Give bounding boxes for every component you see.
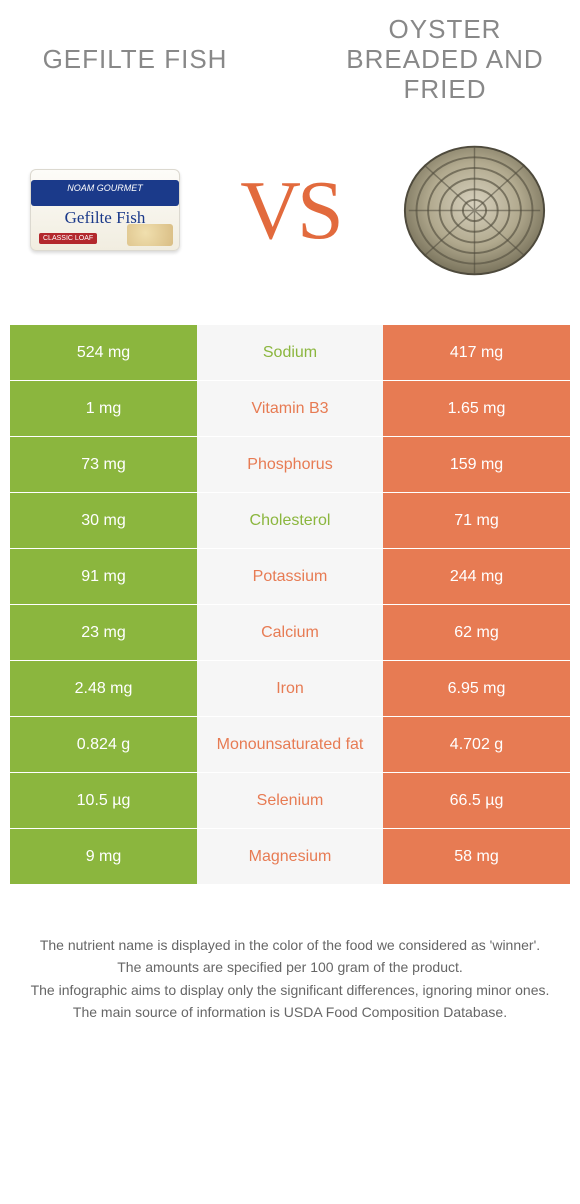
left-value: 30 mg	[10, 493, 197, 548]
nutrient-row: 0.824 gMonounsaturated fat4.702 g	[10, 717, 570, 773]
footnotes: The nutrient name is displayed in the co…	[25, 935, 555, 1022]
infographic: Gefilte fish Oyster breaded and fried NO…	[0, 0, 580, 1022]
left-value: 73 mg	[10, 437, 197, 492]
right-value: 6.95 mg	[383, 661, 570, 716]
right-value: 66.5 µg	[383, 773, 570, 828]
left-value: 91 mg	[10, 549, 197, 604]
left-value: 1 mg	[10, 381, 197, 436]
right-value: 4.702 g	[383, 717, 570, 772]
nutrient-name: Monounsaturated fat	[197, 717, 383, 772]
titles-row: Gefilte fish Oyster breaded and fried	[10, 0, 570, 120]
nutrient-row: 30 mgCholesterol71 mg	[10, 493, 570, 549]
nutrient-row: 91 mgPotassium244 mg	[10, 549, 570, 605]
right-value: 1.65 mg	[383, 381, 570, 436]
right-value: 244 mg	[383, 549, 570, 604]
nutrient-row: 1 mgVitamin B31.65 mg	[10, 381, 570, 437]
nutrient-name: Sodium	[197, 325, 383, 380]
nutrient-name: Phosphorus	[197, 437, 383, 492]
right-value: 71 mg	[383, 493, 570, 548]
right-value: 62 mg	[383, 605, 570, 660]
footnote-line: The amounts are specified per 100 gram o…	[25, 957, 555, 977]
nutrient-name: Selenium	[197, 773, 383, 828]
right-value: 417 mg	[383, 325, 570, 380]
left-value: 23 mg	[10, 605, 197, 660]
left-value: 0.824 g	[10, 717, 197, 772]
left-value: 9 mg	[10, 829, 197, 884]
nutrient-row: 524 mgSodium417 mg	[10, 325, 570, 381]
nutrient-row: 2.48 mgIron6.95 mg	[10, 661, 570, 717]
nutrient-name: Magnesium	[197, 829, 383, 884]
gefilte-package-icon: NOAM GOURMET Gefilte Fish CLASSIC LOAF	[30, 169, 180, 251]
left-value: 10.5 µg	[10, 773, 197, 828]
nutrient-name: Cholesterol	[197, 493, 383, 548]
nutrient-table: 524 mgSodium417 mg1 mgVitamin B31.65 mg7…	[10, 325, 570, 885]
title-right: Oyster breaded and fried	[320, 15, 570, 105]
nutrient-name: Iron	[197, 661, 383, 716]
right-food-image	[390, 125, 560, 295]
nutrient-row: 23 mgCalcium62 mg	[10, 605, 570, 661]
vs-label: VS	[240, 162, 339, 259]
footnote-line: The main source of information is USDA F…	[25, 1002, 555, 1022]
nutrient-row: 9 mgMagnesium58 mg	[10, 829, 570, 885]
left-value: 2.48 mg	[10, 661, 197, 716]
left-value: 524 mg	[10, 325, 197, 380]
nutrient-name: Vitamin B3	[197, 381, 383, 436]
nutrient-name: Potassium	[197, 549, 383, 604]
oyster-icon	[397, 138, 552, 283]
footnote-line: The nutrient name is displayed in the co…	[25, 935, 555, 955]
left-food-image: NOAM GOURMET Gefilte Fish CLASSIC LOAF	[20, 125, 190, 295]
footnote-line: The infographic aims to display only the…	[25, 980, 555, 1000]
nutrient-row: 10.5 µgSelenium66.5 µg	[10, 773, 570, 829]
hero-row: NOAM GOURMET Gefilte Fish CLASSIC LOAF V…	[10, 120, 570, 310]
title-left: Gefilte fish	[10, 45, 260, 75]
nutrient-row: 73 mgPhosphorus159 mg	[10, 437, 570, 493]
right-value: 58 mg	[383, 829, 570, 884]
right-value: 159 mg	[383, 437, 570, 492]
nutrient-name: Calcium	[197, 605, 383, 660]
